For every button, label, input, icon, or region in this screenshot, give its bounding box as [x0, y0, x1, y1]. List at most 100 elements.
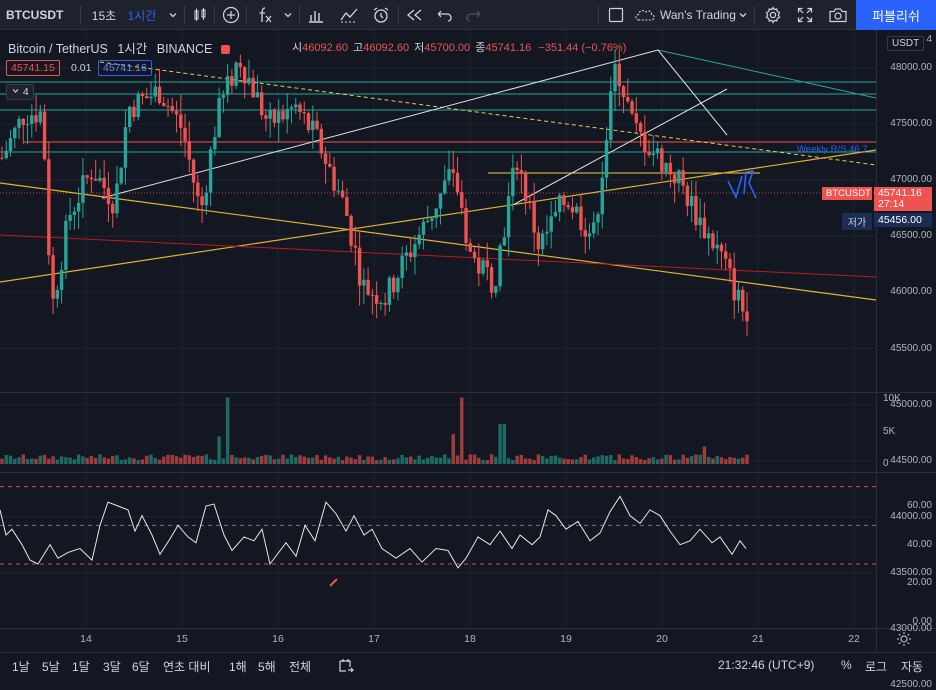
symbol-search-button[interactable]: BTCUSDT: [6, 0, 76, 30]
candle-body: [630, 101, 634, 114]
toolbar-divider: [214, 6, 215, 24]
volume-bar: [481, 460, 485, 464]
range-button[interactable]: 1달: [72, 660, 90, 674]
volume-bar: [741, 457, 745, 464]
volume-bar: [55, 459, 60, 464]
financials-bar-icon[interactable]: [303, 0, 329, 30]
candle-body: [681, 170, 685, 186]
gear-icon[interactable]: [760, 0, 786, 30]
candle-body: [110, 203, 115, 214]
chevron-down-icon[interactable]: [279, 0, 297, 30]
price-tick-label: 48000.00: [890, 62, 932, 73]
candle-body: [59, 269, 64, 290]
indicators-fx-icon[interactable]: [252, 0, 278, 30]
candle-body: [613, 63, 617, 92]
price-tick-label: 44500.00: [890, 454, 932, 466]
add-indicator-plus-icon[interactable]: [218, 0, 244, 30]
clock-timezone[interactable]: 21:32:46 (UTC+9): [718, 658, 815, 672]
goto-date-icon[interactable]: [338, 658, 354, 677]
range-button[interactable]: 전체: [289, 660, 312, 674]
candle-body: [617, 63, 621, 87]
volume-bar: [532, 460, 536, 464]
fullscreen-square-icon[interactable]: [604, 0, 628, 30]
candle-body: [664, 162, 668, 172]
volume-bar: [468, 454, 472, 464]
toolbar-divider: [398, 6, 399, 24]
bid-price-button[interactable]: 45741.15: [6, 60, 60, 76]
candle-body: [549, 216, 553, 232]
candle-body: [689, 196, 694, 207]
candle-body: [38, 111, 43, 123]
alert-clock-icon[interactable]: [368, 0, 394, 30]
candle-body: [732, 268, 736, 301]
expand-icon[interactable]: [792, 0, 818, 30]
auto-toggle[interactable]: 자동: [901, 660, 924, 674]
replay-rewind-icon[interactable]: [402, 0, 428, 30]
candle-body: [4, 150, 8, 159]
currency-button[interactable]: USDT: [887, 36, 925, 51]
price-tick-label: 42500.00: [890, 679, 932, 690]
legend-title: Bitcoin / TetherUS: [8, 42, 108, 56]
candle-body: [98, 177, 102, 181]
candle-body: [523, 173, 528, 202]
indicators-toggle-button[interactable]: 4: [6, 84, 34, 100]
range-button[interactable]: 5날: [42, 660, 60, 674]
volume-bar: [191, 456, 196, 464]
volume-bar: [715, 455, 719, 464]
interval-15s-button[interactable]: 15초: [88, 0, 120, 30]
percent-toggle[interactable]: %: [841, 658, 852, 672]
time-tick-label: 16: [272, 633, 284, 645]
high-value: 46092.60: [363, 42, 410, 54]
templates-chart-icon[interactable]: [336, 0, 362, 30]
hand-annotation: [727, 170, 757, 200]
camera-icon[interactable]: [825, 0, 851, 30]
range-button[interactable]: 1해: [229, 660, 247, 674]
volume-bar: [217, 436, 221, 464]
volume-bar: [638, 459, 643, 464]
candle-body: [498, 245, 502, 287]
drawing-layer[interactable]: [0, 49, 877, 587]
volume-bar: [451, 434, 455, 464]
candles-type-icon[interactable]: [188, 0, 212, 30]
chevron-down-icon[interactable]: [164, 0, 182, 30]
settings-sun-icon[interactable]: [896, 631, 912, 650]
volume-bar: [255, 457, 260, 464]
volume-bar: [438, 457, 443, 464]
log-toggle[interactable]: 로그: [865, 660, 888, 674]
publish-button[interactable]: 퍼블리쉬: [856, 0, 936, 30]
chart-canvas[interactable]: [0, 30, 936, 652]
spread-value: 0.01: [71, 62, 92, 74]
volume-bar: [102, 457, 106, 464]
candle-body: [511, 167, 515, 197]
series-legend[interactable]: Bitcoin / TetherUS 1시간 BINANCE: [8, 38, 234, 57]
chevron-down-icon[interactable]: [734, 0, 752, 30]
range-button[interactable]: 연초 대비: [163, 660, 211, 674]
range-button[interactable]: 5해: [258, 660, 276, 674]
price-tick-label: 45500.00: [890, 342, 932, 354]
volume-bar: [128, 457, 132, 464]
candle-body: [13, 127, 17, 139]
volume-bar: [613, 460, 617, 464]
range-button[interactable]: 3달: [103, 660, 121, 674]
candle-body: [264, 115, 268, 119]
price-tick-label: 45000.00: [890, 398, 932, 410]
top-toolbar: BTCUSDT 15초 1시간 Wan's Trading: [0, 0, 936, 30]
channel-line: [657, 49, 728, 136]
candle-body: [506, 196, 511, 238]
range-button[interactable]: 1날: [12, 660, 30, 674]
redo-icon[interactable]: [460, 0, 486, 30]
candle-body: [460, 192, 464, 208]
volume-bar: [651, 457, 656, 464]
volume-bar: [362, 460, 366, 464]
layout-name-button[interactable]: Wan's Trading: [634, 0, 754, 30]
volume-bar: [34, 458, 38, 464]
ask-price-button[interactable]: 45741.16: [98, 60, 152, 76]
candle-body: [277, 111, 281, 123]
undo-icon[interactable]: [432, 0, 458, 30]
interval-1h-button[interactable]: 1시간: [122, 0, 162, 30]
candle-body: [528, 201, 532, 203]
volume-bar: [93, 458, 98, 464]
toolbar-divider: [598, 6, 599, 24]
candle-body: [187, 141, 192, 160]
range-button[interactable]: 6달: [132, 660, 150, 674]
